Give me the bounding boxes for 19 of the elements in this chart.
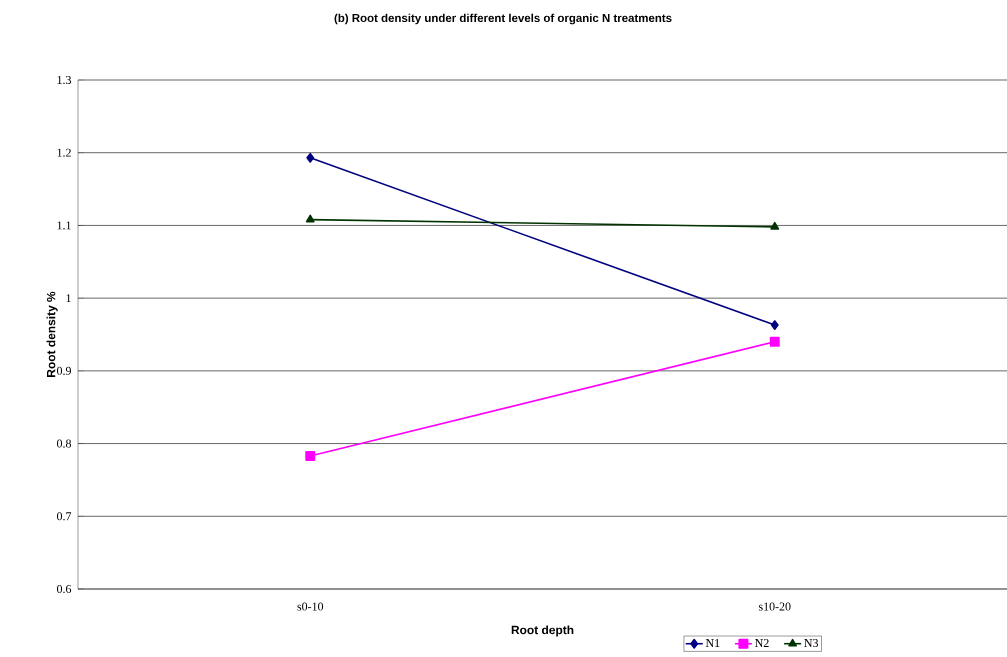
point bbox=[306, 152, 315, 163]
y-tick-label: 1 bbox=[66, 294, 71, 303]
y-tick-label: 1.3 bbox=[57, 75, 72, 85]
y-tick-label: 0.7 bbox=[56, 512, 72, 521]
point bbox=[770, 320, 779, 331]
x-axis-title: Root depth bbox=[511, 625, 574, 637]
x-tick-label: s0-10 bbox=[297, 602, 324, 611]
y-tick-label: 0.9 bbox=[56, 366, 71, 375]
chart-title: (b) Root density under different levels of organic N treatments bbox=[334, 13, 672, 25]
legend-label: N3 bbox=[804, 639, 819, 648]
y-tick-label: 0.6 bbox=[56, 584, 72, 594]
point bbox=[305, 450, 316, 461]
legend-label: N2 bbox=[755, 639, 769, 647]
y-tick-label: 1.2 bbox=[57, 148, 71, 157]
y-tick-label: 0.8 bbox=[56, 439, 72, 448]
x-tick-label: s10-20 bbox=[758, 602, 791, 611]
point bbox=[769, 336, 780, 347]
legend-label: N1 bbox=[705, 639, 720, 647]
y-tick-label: 1.1 bbox=[57, 221, 71, 230]
